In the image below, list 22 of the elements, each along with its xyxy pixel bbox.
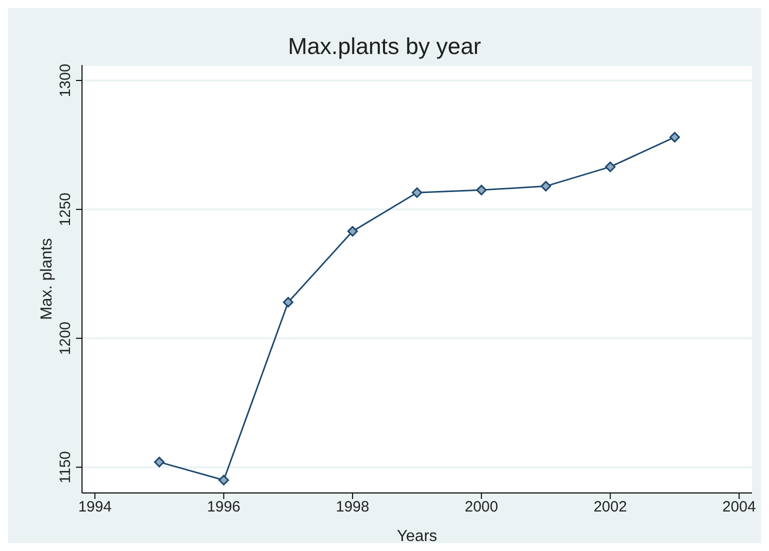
point — [218, 474, 229, 486]
x-tick-label: 2002 — [594, 498, 627, 516]
point — [476, 184, 487, 196]
x-axis-title: Years — [396, 528, 438, 545]
point — [669, 132, 680, 142]
point — [605, 162, 616, 172]
y-tick-label: 1200 — [57, 322, 74, 355]
y-tick-label: 1250 — [57, 192, 74, 226]
point — [540, 180, 552, 192]
x-tick-label: 1994 — [78, 498, 112, 516]
y-axis-title: Max. plants — [38, 238, 56, 320]
y-tick-label: 1300 — [57, 64, 74, 98]
y-tick-label: 1150 — [57, 451, 74, 484]
point — [412, 187, 422, 198]
x-tick-label: 1998 — [336, 498, 370, 516]
point — [154, 456, 165, 468]
x-tick-label: 1996 — [207, 498, 240, 516]
x-tick-label: 2000 — [464, 498, 498, 516]
x-tick-label: 2004 — [722, 498, 756, 516]
point — [347, 226, 358, 237]
chart-title: Max.plants by year — [286, 32, 482, 60]
point — [282, 296, 294, 308]
